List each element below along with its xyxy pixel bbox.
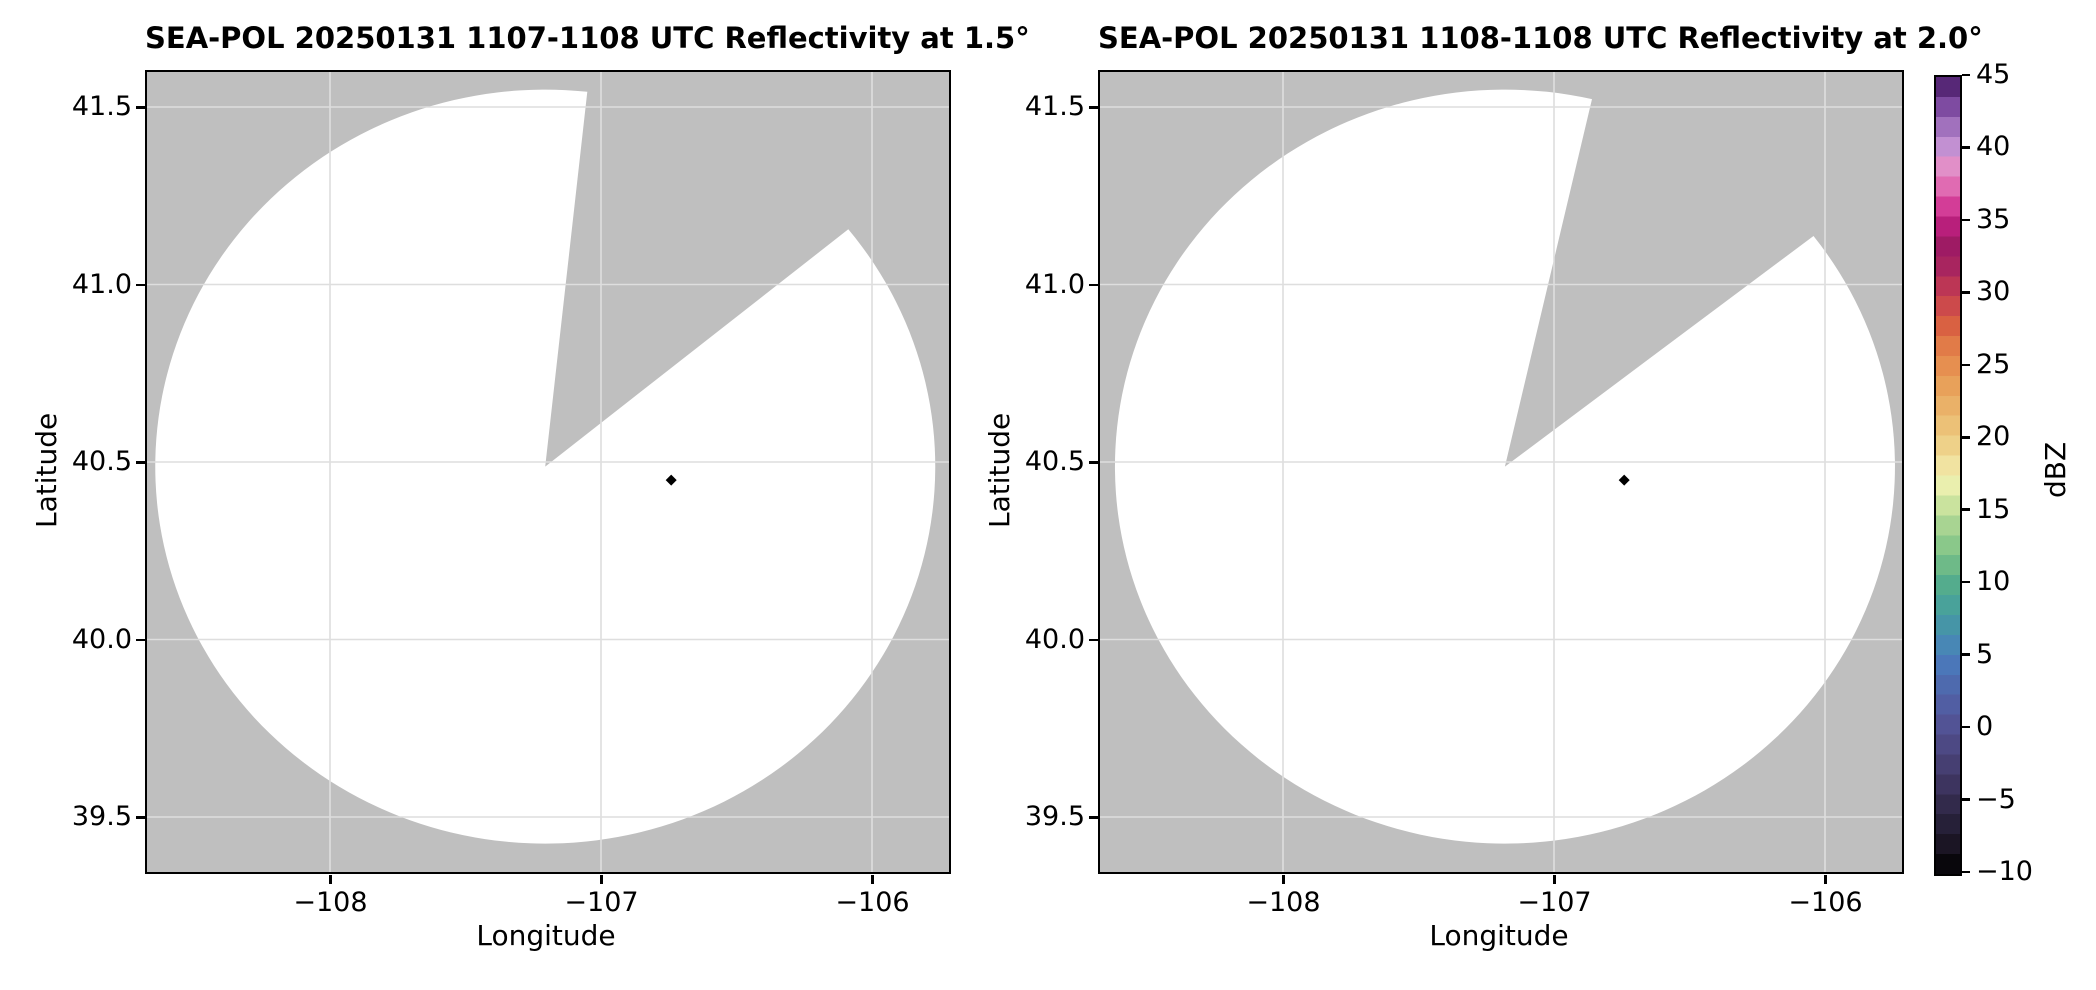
site-marker-diamond bbox=[665, 474, 677, 486]
y-tick-label: 39.5 bbox=[1024, 801, 1085, 833]
y-tick-mark bbox=[136, 816, 145, 819]
panel-title: SEA-POL 20250131 1108-1108 UTC Reflectiv… bbox=[1098, 21, 1983, 55]
y-tick-label: 39.5 bbox=[71, 801, 132, 833]
colorbar-tick-mark bbox=[1962, 798, 1970, 801]
y-tick-label: 40.5 bbox=[71, 446, 132, 478]
colorbar-tick-mark bbox=[1962, 363, 1970, 367]
y-tick-label: 41.5 bbox=[71, 91, 132, 123]
x-tick-mark bbox=[871, 875, 874, 884]
radar-ppi-canvas bbox=[147, 72, 949, 872]
x-tick-mark bbox=[600, 875, 603, 884]
x-axis-label: Longitude bbox=[1429, 919, 1569, 952]
colorbar-tick-label: 20 bbox=[1976, 421, 2011, 453]
colorbar-tick-mark bbox=[1962, 146, 1970, 149]
y-tick-mark bbox=[1089, 816, 1098, 819]
panel-title: SEA-POL 20250131 1107-1108 UTC Reflectiv… bbox=[145, 21, 1030, 55]
x-tick-mark bbox=[1282, 875, 1285, 884]
y-tick-label: 40.0 bbox=[71, 623, 132, 655]
y-tick-label: 41.5 bbox=[1024, 91, 1085, 123]
radar-coverage-disk bbox=[1114, 89, 1895, 844]
x-tick-mark bbox=[1824, 875, 1827, 884]
x-tick-label: −106 bbox=[835, 887, 910, 918]
y-tick-mark bbox=[136, 283, 145, 287]
y-tick-label: 41.0 bbox=[71, 268, 132, 300]
radar-coverage-disk bbox=[155, 89, 936, 844]
y-tick-mark bbox=[1089, 283, 1098, 287]
y-tick-label: 41.0 bbox=[1024, 268, 1085, 300]
x-tick-mark bbox=[1553, 875, 1556, 884]
colorbar-tick-label: 5 bbox=[1976, 638, 1994, 670]
plot-area bbox=[145, 70, 951, 874]
y-tick-label: 40.0 bbox=[1024, 623, 1085, 655]
site-marker-diamond bbox=[1618, 474, 1630, 486]
colorbar-tick-mark bbox=[1962, 580, 1970, 584]
colorbar-tick-label: 0 bbox=[1976, 711, 1994, 743]
x-axis-label: Longitude bbox=[476, 919, 616, 952]
radar-ppi-canvas bbox=[1100, 72, 1902, 872]
y-tick-label: 40.5 bbox=[1024, 446, 1085, 478]
y-tick-mark bbox=[1089, 106, 1098, 109]
colorbar-tick-mark bbox=[1962, 218, 1970, 222]
colorbar-tick-label: −10 bbox=[1976, 856, 2033, 887]
colorbar-tick-mark bbox=[1962, 291, 1970, 294]
colorbar-tick-mark bbox=[1962, 653, 1970, 656]
colorbar-tick-label: −5 bbox=[1976, 783, 2016, 815]
x-tick-mark bbox=[329, 875, 332, 884]
plot-area bbox=[1098, 70, 1904, 874]
colorbar-tick-label: 40 bbox=[1976, 131, 2011, 163]
colorbar-tick-mark bbox=[1962, 508, 1970, 511]
y-tick-mark bbox=[136, 461, 145, 464]
y-tick-mark bbox=[136, 106, 145, 109]
colorbar-tick-mark bbox=[1962, 725, 1970, 729]
colorbar-axis-label: dBZ bbox=[2039, 441, 2072, 499]
colorbar-gradient bbox=[1934, 75, 1962, 876]
colorbar-tick-mark bbox=[1962, 73, 1970, 77]
colorbar-tick-mark bbox=[1962, 436, 1970, 439]
x-tick-label: −107 bbox=[1517, 887, 1592, 918]
colorbar-tick-label: 15 bbox=[1976, 493, 2011, 525]
y-tick-mark bbox=[1089, 461, 1098, 464]
colorbar-tick-label: 25 bbox=[1976, 348, 2011, 380]
colorbar-tick-label: 30 bbox=[1976, 276, 2011, 308]
x-tick-label: −108 bbox=[1246, 887, 1321, 918]
y-tick-mark bbox=[1089, 638, 1098, 642]
x-tick-label: −108 bbox=[293, 887, 368, 918]
y-tick-mark bbox=[136, 638, 145, 642]
x-tick-label: −107 bbox=[564, 887, 639, 918]
x-tick-label: −106 bbox=[1788, 887, 1863, 918]
colorbar-tick-label: 35 bbox=[1976, 203, 2011, 235]
colorbar-tick-label: 45 bbox=[1976, 59, 2011, 90]
colorbar-tick-label: 10 bbox=[1976, 566, 2011, 598]
colorbar-tick-mark bbox=[1962, 870, 1970, 874]
